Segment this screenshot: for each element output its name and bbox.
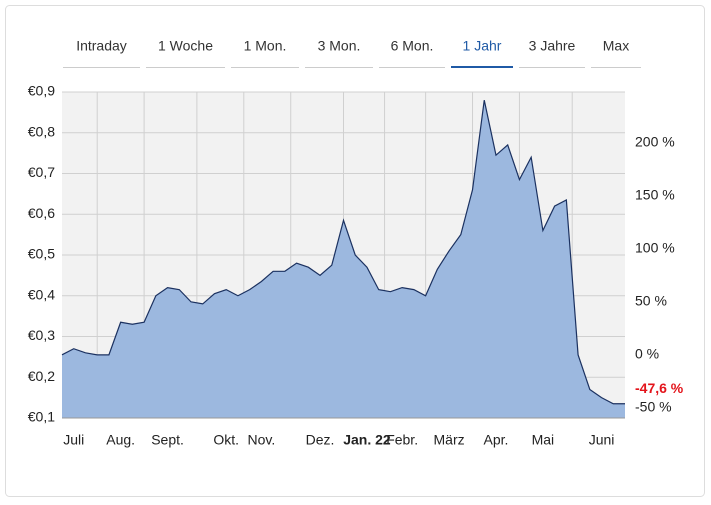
x-tick-label: Febr. [386,432,418,448]
tab-label[interactable]: Intraday [76,38,127,54]
y-tick-label: €0,2 [28,368,55,384]
x-tick-label: Juni [589,432,615,448]
y2-tick-label: -50 % [635,399,672,415]
tab-underline[interactable] [591,67,641,68]
y-tick-label: €0,3 [28,327,55,343]
x-tick-label: Juli [63,432,84,448]
tab-label[interactable]: 3 Jahre [529,38,576,54]
y2-tick-label: 200 % [635,134,675,150]
tab-underline[interactable] [305,67,373,68]
tab-underline[interactable] [379,67,445,68]
tab-underline[interactable] [63,67,140,68]
y-tick-label: €0,9 [28,83,55,99]
x-tick-label: Jan. 22 [343,432,391,448]
x-tick-label: Okt. [213,432,239,448]
x-tick-label: Sept. [151,432,184,448]
tab-underline[interactable] [519,67,585,68]
y-tick-label: €0,1 [28,409,55,425]
x-tick-label: Apr. [484,432,509,448]
tab-label[interactable]: 6 Mon. [391,38,434,54]
y2-tick-label: 100 % [635,240,675,256]
tab-label[interactable]: 1 Woche [158,38,213,54]
tab-label[interactable]: 1 Jahr [463,38,502,54]
tab-label[interactable]: 3 Mon. [318,38,361,54]
y2-tick-label: 50 % [635,293,667,309]
tab-underline[interactable] [146,67,225,68]
x-tick-label: Mai [532,432,555,448]
y2-tick-label: 0 % [635,346,659,362]
x-tick-label: Dez. [306,432,335,448]
tab-underline[interactable] [451,66,513,68]
tab-underline[interactable] [231,67,299,68]
y-tick-label: €0,5 [28,246,55,262]
area [62,100,625,419]
x-tick-label: Nov. [248,432,276,448]
y-tick-label: €0,6 [28,205,55,221]
line [61,100,625,405]
tab-label[interactable]: Max [603,38,629,54]
y-tick-label: €0,8 [28,123,55,139]
y-tick-label: €0,7 [28,164,55,180]
last-change-label: -47,6 % [635,380,684,396]
y2-tick-label: 150 % [635,187,675,203]
x-tick-label: Aug. [106,432,135,448]
tab-label[interactable]: 1 Mon. [244,38,287,54]
x-tick-label: März [434,432,465,448]
y-tick-label: €0,4 [28,286,55,302]
